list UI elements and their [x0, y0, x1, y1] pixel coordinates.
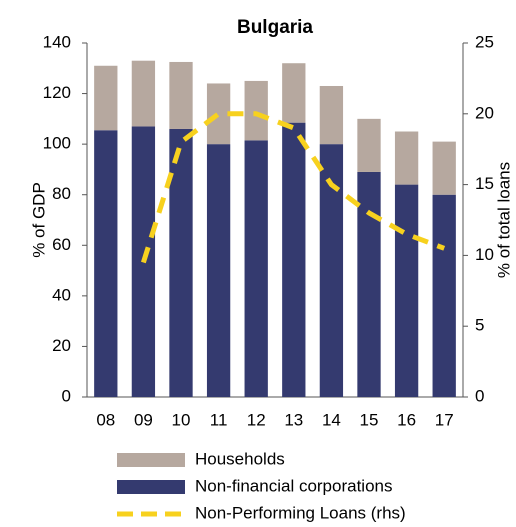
y-tick-label: 60 — [52, 235, 71, 254]
x-tick-label: 16 — [397, 410, 416, 429]
y2-tick-label: 20 — [475, 103, 494, 122]
bar — [357, 118, 381, 172]
bar — [432, 141, 456, 195]
bar — [282, 122, 306, 398]
x-tick-label: 14 — [322, 410, 341, 429]
y-tick-label: 0 — [62, 386, 71, 405]
y2-tick-label: 15 — [475, 174, 494, 193]
legend-label: Households — [195, 449, 285, 468]
bar — [394, 184, 419, 397]
bar — [131, 60, 156, 127]
x-tick-label: 12 — [247, 410, 266, 429]
y-axis-label: % of GDP — [29, 182, 48, 258]
y2-tick-label: 10 — [475, 245, 494, 264]
bar — [206, 83, 231, 145]
x-tick-label: 08 — [96, 410, 115, 429]
legend-swatch — [117, 453, 185, 467]
bar — [357, 171, 381, 397]
y-tick-label: 140 — [43, 32, 71, 51]
bar — [206, 144, 231, 397]
y-tick-label: 20 — [52, 336, 71, 355]
y-tick-label: 80 — [52, 184, 71, 203]
x-tick-label: 11 — [210, 410, 228, 429]
y-tick-label: 120 — [43, 83, 71, 102]
x-tick-label: 15 — [360, 410, 379, 429]
x-tick-label: 10 — [172, 410, 191, 429]
bar — [244, 140, 268, 397]
y-tick-label: 40 — [52, 285, 71, 304]
y-tick-label: 100 — [43, 134, 71, 153]
bar — [319, 144, 344, 397]
y2-axis-label: % of total loans — [494, 162, 513, 278]
bar — [94, 130, 118, 397]
bar — [169, 128, 193, 397]
bar — [94, 65, 118, 131]
legend-swatch — [117, 480, 185, 494]
bar — [432, 194, 456, 397]
bar — [282, 63, 306, 123]
y2-tick-label: 0 — [475, 386, 484, 405]
bar — [394, 131, 419, 185]
x-tick-label: 17 — [435, 410, 454, 429]
y2-tick-label: 25 — [475, 32, 494, 51]
x-tick-label: 13 — [284, 410, 303, 429]
bar — [169, 61, 193, 129]
x-tick-label: 09 — [134, 410, 153, 429]
bar — [244, 80, 268, 141]
bar — [319, 85, 344, 145]
legend-label: Non-financial corporations — [195, 476, 393, 495]
y2-tick-label: 5 — [475, 316, 484, 335]
line — [141, 111, 446, 264]
legend-label: Non-Performing Loans (rhs) — [195, 503, 406, 522]
chart-title: Bulgaria — [237, 17, 313, 38]
